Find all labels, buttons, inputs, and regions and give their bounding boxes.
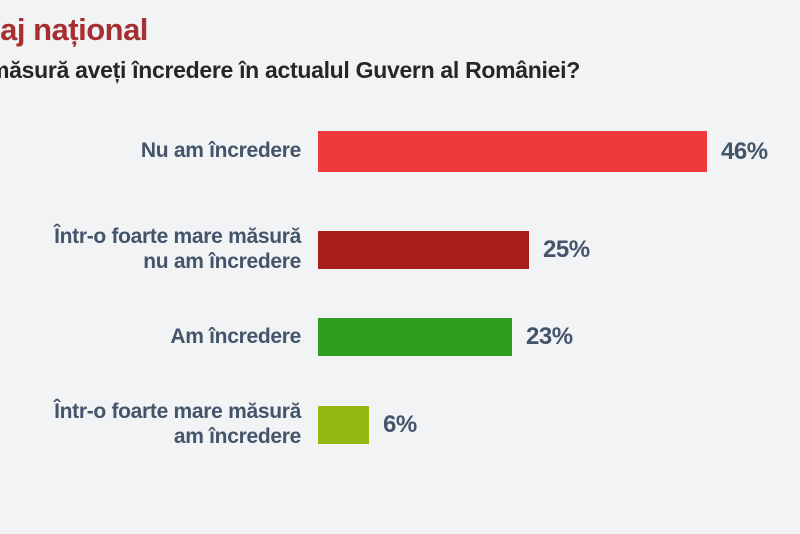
survey-question: măsură aveți încredere în actualul Guver… [0,57,580,83]
page-title: laj național [0,12,148,47]
value-label: 6% [383,411,417,438]
value-label: 23% [526,323,573,350]
bar [318,231,529,269]
category-label: Într-o foarte mare măsură nu am încredere [54,225,301,273]
bar-row: Nu am încredere 46% [0,131,800,172]
bar-row: Am încredere 23% [0,318,800,356]
bar [318,318,512,356]
category-label: Nu am încredere [140,139,301,163]
value-label: 25% [543,236,590,263]
category-label: Într-o foarte mare măsură am încredere [54,400,301,448]
bar-row: Într-o foarte mare măsură am încredere 6% [0,400,800,448]
bar [318,406,369,444]
bar-row: Într-o foarte mare măsură nu am încredere… [0,225,800,273]
value-label: 46% [721,137,768,165]
category-label: Am încredere [170,324,301,348]
bar [318,131,707,172]
